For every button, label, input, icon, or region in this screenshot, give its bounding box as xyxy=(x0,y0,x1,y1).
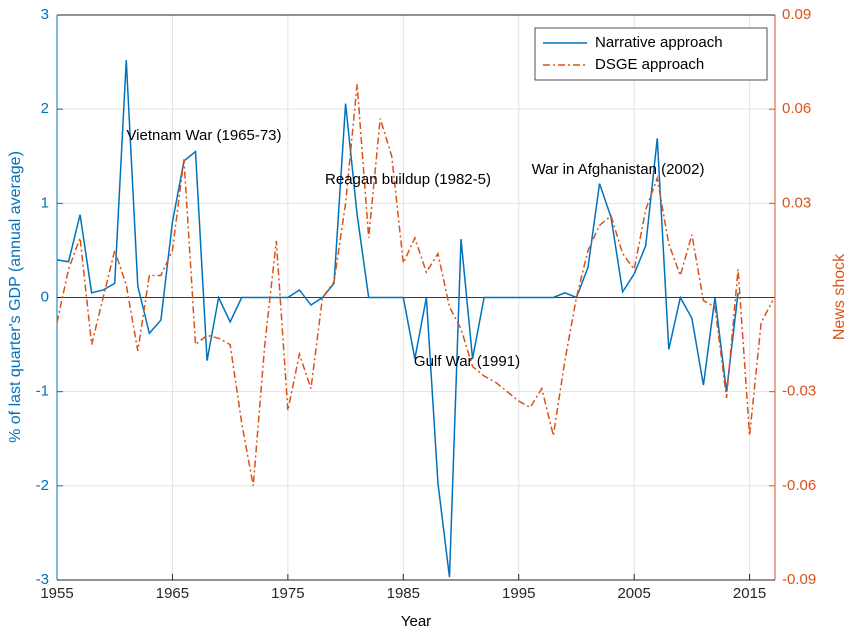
y2-tick-label: 0.09 xyxy=(782,6,811,23)
x-tick-label: 2005 xyxy=(617,585,650,602)
y2-tick-label: -0.03 xyxy=(782,383,816,400)
x-tick-label: 1965 xyxy=(156,585,189,602)
y2-tick-label: -0.06 xyxy=(782,477,816,494)
legend-label: DSGE approach xyxy=(595,56,704,73)
y-tick-label: 1 xyxy=(41,194,49,211)
annotation: War in Afghanistan (2002) xyxy=(532,161,705,178)
x-tick-label: 1995 xyxy=(502,585,535,602)
legend-label: Narrative approach xyxy=(595,34,723,51)
y-tick-label: 0 xyxy=(41,288,49,305)
y-tick-label: -3 xyxy=(36,571,49,588)
y-axis-label: % of last quarter's GDP (annual average) xyxy=(7,151,24,443)
x-tick-label: 1955 xyxy=(40,585,73,602)
y-tick-label: 3 xyxy=(41,6,49,23)
x-tick-label: 1975 xyxy=(271,585,304,602)
legend-box xyxy=(534,27,768,81)
series-line xyxy=(56,60,739,578)
y-tick-label: -1 xyxy=(36,383,49,400)
y2-axis-label: News shock xyxy=(831,253,848,340)
y2-tick-label: 0.06 xyxy=(782,100,811,117)
y-tick-label: -2 xyxy=(36,477,49,494)
y2-tick-label: 0.03 xyxy=(782,194,811,211)
x-tick-label: 1985 xyxy=(387,585,420,602)
annotation: Gulf War (1991) xyxy=(414,353,520,370)
x-axis-label: Year xyxy=(401,613,431,630)
annotation: Reagan buildup (1982-5) xyxy=(325,171,491,188)
y-tick-label: 2 xyxy=(41,100,49,117)
annotation: Vietnam War (1965-73) xyxy=(126,127,281,144)
series-line xyxy=(56,83,774,486)
x-tick-label: 2015 xyxy=(733,585,766,602)
y2-tick-label: -0.09 xyxy=(782,571,816,588)
